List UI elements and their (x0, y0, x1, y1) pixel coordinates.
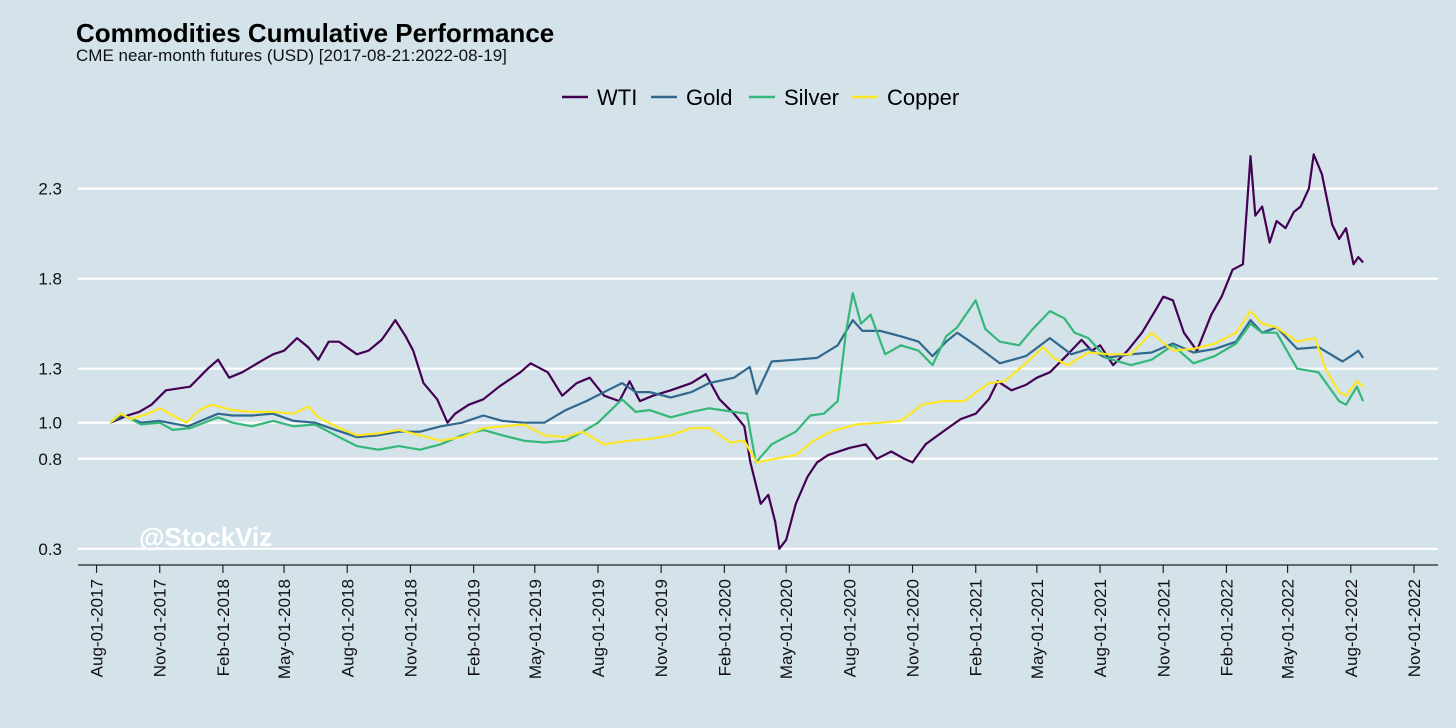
x-tick-label: Nov-01-2021 (1154, 579, 1173, 677)
y-tick-label: 2.3 (38, 180, 62, 199)
y-tick-label: 1.3 (38, 360, 62, 379)
x-tick-label: Aug-01-2018 (338, 579, 357, 677)
legend-label-copper: Copper (887, 85, 959, 110)
x-tick-label: May-01-2018 (275, 579, 294, 679)
x-tick-label: Nov-01-2017 (151, 579, 170, 677)
legend-label-silver: Silver (784, 85, 839, 110)
x-tick-label: Feb-01-2021 (967, 579, 986, 676)
legend-label-gold: Gold (686, 85, 732, 110)
x-tick-label: Feb-01-2019 (465, 579, 484, 676)
x-tick-label: May-01-2019 (526, 579, 545, 679)
x-tick-label: Feb-01-2020 (715, 579, 734, 676)
x-tick-label: Nov-01-2019 (652, 579, 671, 677)
legend-label-wti: WTI (597, 85, 637, 110)
x-tick-label: Aug-01-2021 (1091, 579, 1110, 677)
x-tick-label: May-01-2020 (777, 579, 796, 679)
y-tick-label: 0.3 (38, 540, 62, 559)
x-tick-label: Aug-01-2022 (1342, 579, 1361, 677)
x-tick-label: May-01-2022 (1279, 579, 1298, 679)
chart-subtitle: CME near-month futures (USD) [2017-08-21… (76, 46, 507, 65)
y-tick-label: 1.0 (38, 414, 62, 433)
x-tick-label: Nov-01-2018 (401, 579, 420, 677)
watermark: @StockViz (139, 522, 272, 552)
x-tick-label: Feb-01-2022 (1217, 579, 1236, 676)
series-line-silver (109, 292, 1365, 464)
chart-title: Commodities Cumulative Performance (76, 18, 555, 48)
x-tick-label: Feb-01-2018 (214, 579, 233, 676)
x-tick-label: Aug-01-2019 (589, 579, 608, 677)
y-tick-label: 1.8 (38, 270, 62, 289)
x-tick-label: Nov-01-2022 (1405, 579, 1424, 677)
series-line-gold (109, 319, 1365, 439)
series-line-copper (109, 310, 1364, 464)
x-tick-label: Nov-01-2020 (904, 579, 923, 677)
x-axis: Aug-01-2017 Nov-01-2017 Feb-01-2018 May-01-… (78, 564, 1438, 679)
x-tick-label: May-01-2021 (1028, 579, 1047, 679)
y-axis: 0.3 0.8 1.0 1.3 1.8 2.3 (38, 180, 62, 559)
x-tick-label: Aug-01-2017 (88, 579, 107, 677)
y-tick-label: 0.8 (38, 450, 62, 469)
x-tick-label: Aug-01-2020 (840, 579, 859, 677)
legend: WTI Gold Silver Copper (562, 85, 959, 110)
series-line-wti (109, 153, 1364, 550)
series-lines (109, 153, 1365, 550)
